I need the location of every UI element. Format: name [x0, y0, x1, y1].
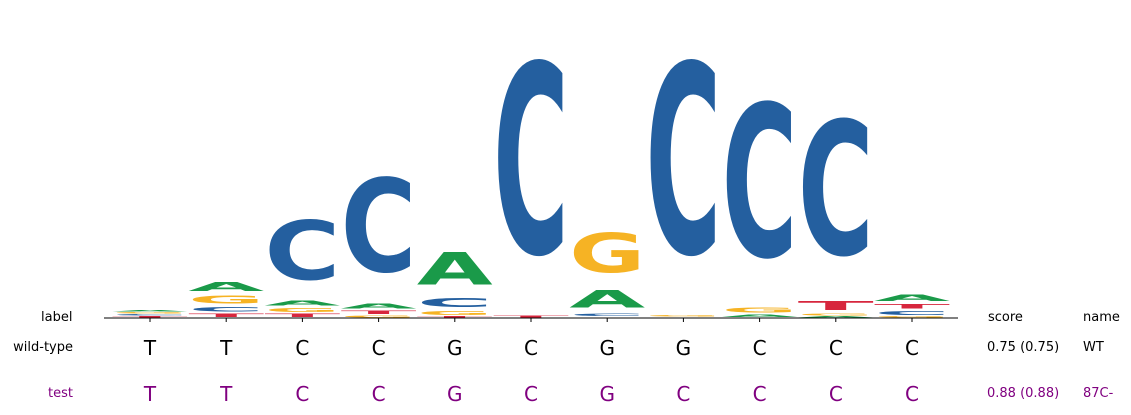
sequence-base: C: [905, 382, 919, 406]
logo-letter-G: G: [341, 315, 417, 318]
logo-letter-T: T: [264, 313, 340, 318]
logo-letter-T: T: [798, 298, 874, 313]
logo-letter-A: A: [264, 299, 340, 307]
logo-letter-A: A: [417, 243, 493, 295]
logo-letter-T: T: [188, 313, 264, 318]
logo-letter-G: G: [645, 315, 721, 317]
logo-letter-C: C: [722, 62, 798, 305]
logo-letter-T: T: [493, 315, 569, 318]
logo-letter-C: C: [874, 310, 950, 316]
sequence-base: G: [675, 336, 692, 360]
sequence-base: C: [371, 336, 386, 360]
sequence-base: C: [828, 382, 843, 406]
sequence-base: G: [599, 382, 615, 406]
sequence-base: C: [905, 336, 919, 360]
logo-letter-C: C: [645, 11, 721, 315]
logo-letter-A: A: [569, 285, 645, 313]
row-name: WT: [1083, 340, 1104, 355]
logo-letter-C: C: [569, 313, 645, 317]
score-header: score: [988, 310, 1023, 325]
logo-letter-T: T: [341, 310, 417, 315]
logo-letter-A: A: [874, 293, 950, 303]
logo-ticks: [149, 318, 913, 322]
logo-stacks: TCGATCGATGACGTACTGCATCTCAGTGCAGCAGTCGCTA: [112, 11, 950, 318]
row-label: test: [48, 386, 73, 401]
sequence-base: C: [676, 382, 691, 406]
logo-position-7: TCAG: [569, 221, 645, 318]
logo-letter-G: G: [874, 316, 950, 318]
logo-position-6: TC: [493, 11, 569, 318]
logo-letter-C: C: [264, 204, 340, 298]
logo-letter-C: C: [188, 306, 264, 313]
sequence-base: T: [220, 336, 233, 360]
logo-letter-G: G: [722, 306, 798, 314]
logo-letter-A: A: [341, 302, 417, 310]
sequence-base: C: [295, 336, 310, 360]
row-label: wild-type: [13, 340, 73, 355]
sequence-base: G: [447, 382, 463, 406]
logo-letter-T: T: [112, 316, 188, 318]
logo-letter-C: C: [341, 154, 417, 303]
logo-letter-A: A: [112, 310, 188, 312]
row-score: 0.75 (0.75): [987, 340, 1060, 355]
logo-letter-C: C: [112, 314, 188, 316]
logo-letter-C: C: [798, 85, 874, 298]
sequence-base: C: [752, 336, 767, 360]
logo-letter-A: A: [188, 279, 264, 294]
row-name: 87C-: [1083, 386, 1114, 401]
sequence-base: T: [143, 382, 157, 406]
sequence-base: C: [752, 382, 767, 406]
logo-letter-A: A: [798, 316, 874, 318]
logo-letter-G: G: [417, 310, 493, 316]
sequence-base: C: [295, 382, 310, 406]
logo-letter-T: T: [417, 316, 493, 318]
sequence-base: T: [220, 382, 233, 406]
sequence-base: C: [524, 336, 538, 360]
sequence-base: G: [599, 336, 615, 360]
logo-letter-T: T: [874, 303, 950, 310]
sequence-base: C: [371, 382, 386, 406]
logo-letter-G: G: [112, 312, 188, 314]
sequence-base: C: [524, 382, 538, 406]
row-score: 0.88 (0.88): [987, 386, 1060, 401]
sequence-base: G: [447, 336, 463, 360]
logo-letter-C: C: [417, 295, 493, 310]
name-header: name: [1083, 310, 1120, 325]
logo-letter-G: G: [264, 307, 340, 313]
sequence-base: T: [143, 336, 157, 360]
logo-letter-C: C: [493, 11, 569, 315]
logo-letter-A: A: [722, 314, 798, 318]
logo-position-8: TGC: [645, 11, 721, 318]
sequence-base: C: [828, 336, 843, 360]
logo-letter-G: G: [188, 294, 264, 306]
logo-position-9: AGC: [722, 62, 798, 318]
logo-letter-G: G: [569, 221, 645, 285]
logo-letter-G: G: [798, 313, 874, 316]
label-header: label: [41, 310, 73, 325]
